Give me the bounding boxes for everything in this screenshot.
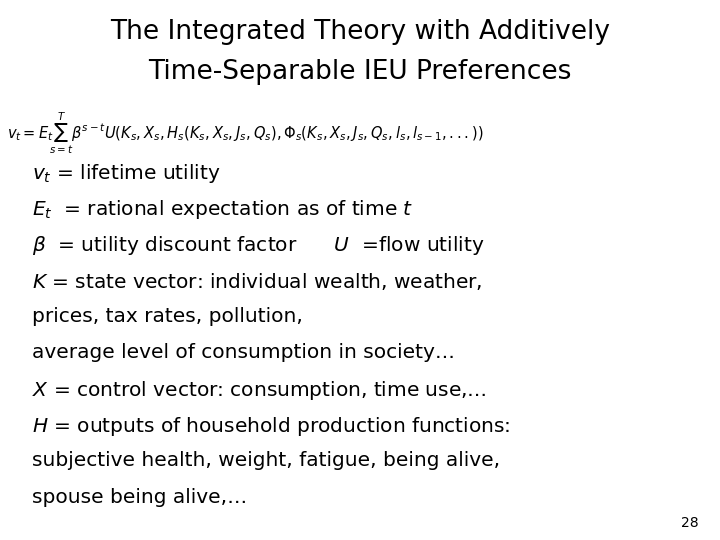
Text: $v_t = E_t\!\sum_{s=t}^{T} \beta^{s-t} U(K_s, X_s, H_s(K_s, X_s, J_s, Q_s), \Phi: $v_t = E_t\!\sum_{s=t}^{T} \beta^{s-t} U… bbox=[7, 111, 484, 156]
Text: subjective health, weight, fatigue, being alive,: subjective health, weight, fatigue, bein… bbox=[32, 451, 500, 470]
Text: Time-Separable IEU Preferences: Time-Separable IEU Preferences bbox=[148, 59, 572, 85]
Text: The Integrated Theory with Additively: The Integrated Theory with Additively bbox=[110, 19, 610, 45]
Text: spouse being alive,…: spouse being alive,… bbox=[32, 488, 248, 507]
Text: $K$ = state vector: individual wealth, weather,: $K$ = state vector: individual wealth, w… bbox=[32, 271, 483, 292]
Text: average level of consumption in society…: average level of consumption in society… bbox=[32, 343, 455, 362]
Text: $X$ = control vector: consumption, time use,…: $X$ = control vector: consumption, time … bbox=[32, 379, 487, 402]
Text: prices, tax rates, pollution,: prices, tax rates, pollution, bbox=[32, 307, 303, 326]
Text: 28: 28 bbox=[681, 516, 698, 530]
Text: $H$ = outputs of household production functions:: $H$ = outputs of household production fu… bbox=[32, 415, 511, 438]
Text: $E_t$  = rational expectation as of time $t$: $E_t$ = rational expectation as of time … bbox=[32, 198, 414, 221]
Text: $\beta$  = utility discount factor      $U$  =flow utility: $\beta$ = utility discount factor $U$ =f… bbox=[32, 234, 485, 258]
Text: $v_t$ = lifetime utility: $v_t$ = lifetime utility bbox=[32, 162, 221, 185]
